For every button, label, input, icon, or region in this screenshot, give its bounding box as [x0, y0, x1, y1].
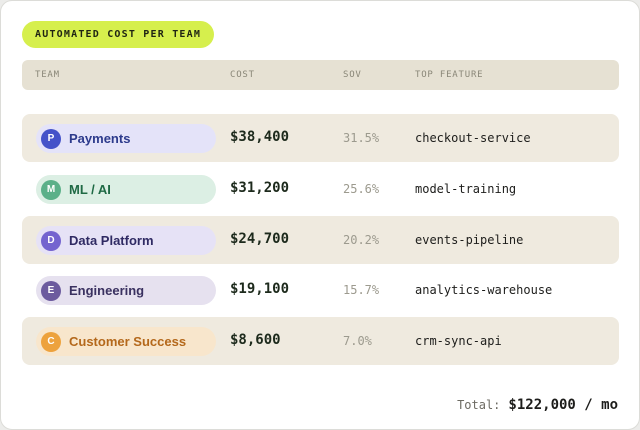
team-pill: E Engineering — [36, 276, 216, 305]
team-pill: D Data Platform — [36, 226, 216, 255]
card-title: AUTOMATED COST PER TEAM — [35, 29, 202, 40]
team-cost: $38,400 — [230, 129, 290, 145]
column-header-cost: COST — [230, 70, 255, 80]
team-avatar: C — [41, 331, 61, 352]
team-avatar: E — [41, 280, 61, 301]
table-row: M ML / AI $31,200 25.6% model-training — [22, 165, 619, 213]
card-title-badge: AUTOMATED COST PER TEAM — [22, 21, 215, 48]
team-top-feature: checkout-service — [415, 131, 531, 145]
total-value: $122,000 / mo — [508, 397, 618, 413]
team-top-feature: crm-sync-api — [415, 334, 502, 348]
team-name: ML / AI — [69, 182, 111, 197]
team-sov: 15.7% — [343, 283, 380, 297]
table-row: C Customer Success $8,600 7.0% crm-sync-… — [22, 317, 619, 365]
team-top-feature: model-training — [415, 182, 517, 196]
team-cost: $31,200 — [230, 180, 290, 196]
team-name: Customer Success — [69, 334, 187, 349]
team-top-feature: analytics-warehouse — [415, 283, 553, 297]
team-cost: $8,600 — [230, 332, 281, 348]
total-summary: Total: $122,000 / mo — [457, 397, 618, 413]
team-cost: $24,700 — [230, 231, 290, 247]
table-header: TEAM COST SOV TOP FEATURE — [22, 60, 619, 90]
team-name: Payments — [69, 131, 131, 146]
team-avatar: D — [41, 230, 61, 251]
team-cost: $19,100 — [230, 281, 290, 297]
total-label: Total: — [457, 398, 501, 412]
column-header-sov: SOV — [343, 70, 362, 80]
team-sov: 31.5% — [343, 131, 380, 145]
table-row: P Payments $38,400 31.5% checkout-servic… — [22, 114, 619, 162]
team-pill: M ML / AI — [36, 175, 216, 204]
team-avatar: P — [41, 128, 61, 149]
team-sov: 25.6% — [343, 182, 380, 196]
team-sov: 20.2% — [343, 233, 380, 247]
team-sov: 7.0% — [343, 334, 372, 348]
table-row: E Engineering $19,100 15.7% analytics-wa… — [22, 266, 619, 314]
column-header-top-feature: TOP FEATURE — [415, 70, 484, 80]
team-top-feature: events-pipeline — [415, 233, 524, 247]
team-name: Engineering — [69, 283, 145, 298]
table-row: D Data Platform $24,700 20.2% events-pip… — [22, 216, 619, 264]
team-pill: P Payments — [36, 124, 216, 153]
column-header-team: TEAM — [35, 70, 60, 80]
team-avatar: M — [41, 179, 61, 200]
team-name: Data Platform — [69, 233, 154, 248]
team-pill: C Customer Success — [36, 327, 216, 356]
